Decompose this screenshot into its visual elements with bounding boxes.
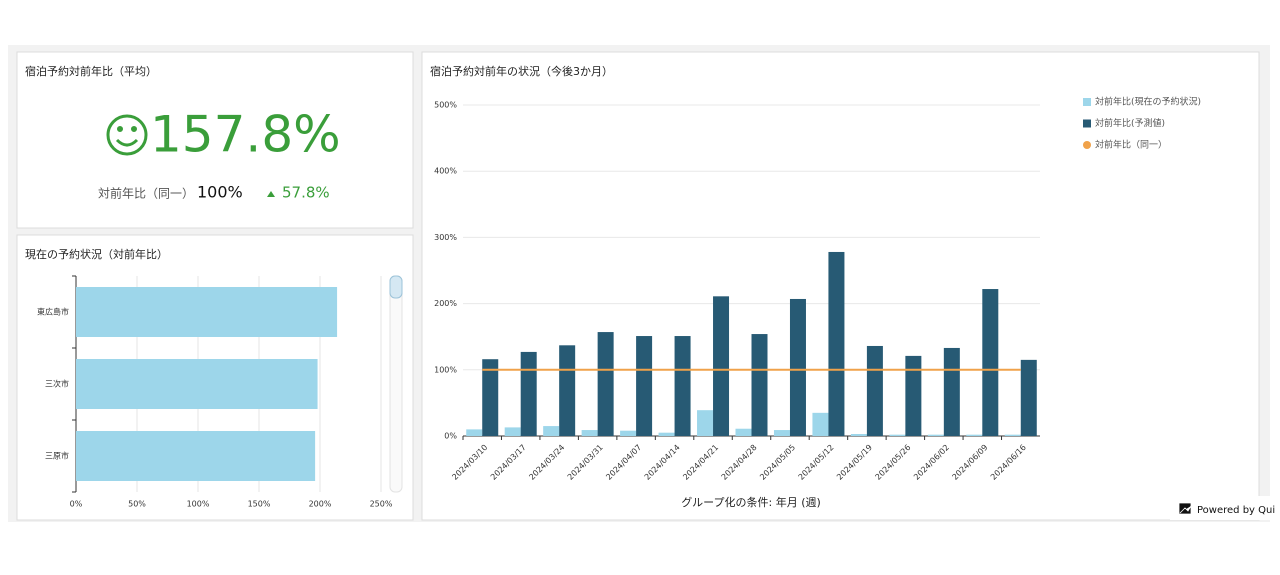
bar	[773, 430, 790, 436]
bar	[889, 434, 906, 436]
bar	[482, 359, 499, 436]
bar	[620, 430, 637, 436]
kpi-title: 宿泊予約対前年比（平均）	[25, 64, 157, 78]
kpi-delta: 57.8%	[282, 184, 330, 202]
chart-title: 現在の予約状況（対前年比）	[25, 247, 168, 261]
bar	[543, 426, 560, 436]
bar	[581, 430, 598, 436]
bar	[674, 336, 691, 436]
x-tick-label: 0%	[70, 500, 83, 509]
x-axis-title: グループ化の条件: 年月 (週)	[681, 495, 821, 509]
bar	[982, 289, 999, 436]
y-tick-label: 東広島市	[37, 307, 69, 317]
legend-label: 対前年比(現在の予約状況)	[1095, 96, 1201, 108]
bar	[559, 345, 576, 436]
bar	[905, 355, 922, 436]
bar	[812, 412, 829, 436]
x-tick-label: 200%	[309, 500, 332, 509]
bar	[697, 410, 714, 436]
bar	[789, 298, 806, 436]
kpi-compare-label: 対前年比（同一）	[98, 186, 194, 201]
bar	[76, 359, 318, 409]
bar	[966, 434, 983, 436]
bar	[713, 296, 730, 436]
legend-swatch	[1083, 119, 1091, 128]
legend-label: 対前年比(予測値)	[1095, 117, 1165, 129]
x-tick-label: 100%	[187, 500, 210, 509]
bar	[466, 429, 483, 436]
up-arrow	[267, 191, 275, 197]
y-tick-label: 500%	[434, 101, 457, 110]
y-tick-label: 300%	[434, 233, 457, 242]
chart-title: 宿泊予約対前年の状況（今後3か月）	[430, 64, 613, 78]
bar	[636, 336, 653, 436]
bar	[866, 345, 883, 436]
bar	[735, 428, 752, 436]
kpi-value: 157.8%	[150, 106, 341, 164]
footer: Powered by Qui	[1170, 496, 1280, 520]
smiley-icon	[106, 114, 148, 156]
bar	[751, 334, 768, 436]
y-tick-label: 200%	[434, 299, 457, 308]
kpi-compare-value: 100%	[197, 183, 243, 202]
bar	[76, 431, 316, 481]
scroll-thumb[interactable]	[389, 275, 403, 299]
bar	[658, 432, 675, 436]
y-tick-label: 400%	[434, 167, 457, 176]
legend-swatch	[1083, 98, 1091, 106]
bar	[943, 347, 960, 436]
y-tick-label: 100%	[434, 365, 457, 374]
y-tick-label: 三原市	[45, 451, 69, 461]
y-tick-label: 0%	[444, 432, 457, 441]
footer-text: Powered by Qui	[1197, 505, 1275, 516]
legend-label: 対前年比（同一）	[1095, 139, 1167, 151]
bar	[1020, 359, 1037, 436]
bar	[850, 434, 867, 436]
bar	[597, 332, 614, 436]
bar	[520, 351, 537, 436]
scrollbar[interactable]	[389, 275, 403, 493]
bar	[927, 434, 944, 436]
bar	[1004, 434, 1021, 436]
kpi-panel[interactable]	[16, 51, 414, 229]
legend-swatch	[1083, 141, 1091, 149]
bar	[76, 287, 338, 337]
x-tick-label: 250%	[370, 500, 393, 509]
x-tick-label: 150%	[248, 500, 271, 509]
bar	[504, 427, 521, 436]
bar	[828, 251, 845, 436]
y-tick-label: 三次市	[45, 379, 69, 389]
x-tick-label: 50%	[128, 500, 146, 509]
